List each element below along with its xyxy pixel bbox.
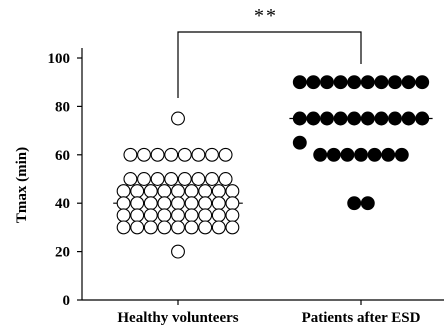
data-point-filled	[333, 75, 348, 90]
data-point-open	[225, 184, 240, 199]
data-point-filled	[367, 147, 382, 162]
data-point-open	[211, 208, 226, 223]
data-point-filled	[306, 111, 321, 126]
data-point-open	[171, 111, 185, 126]
data-point-open	[171, 196, 185, 211]
data-point-open	[116, 208, 131, 223]
data-point-open	[218, 147, 233, 162]
y-tick-label: 0	[63, 293, 71, 309]
data-point-open	[143, 220, 158, 235]
data-point-open	[211, 220, 226, 235]
data-point-open	[130, 220, 145, 235]
data-point-open	[116, 184, 131, 199]
data-point-open	[218, 172, 233, 186]
data-point-open	[211, 196, 226, 211]
data-point-filled	[360, 196, 375, 211]
data-point-open	[184, 208, 199, 223]
data-point-open	[184, 196, 199, 211]
data-point-open	[171, 208, 185, 223]
data-point-open	[143, 196, 158, 211]
data-point-open	[198, 208, 213, 223]
data-point-filled	[415, 75, 430, 90]
data-point-filled	[347, 111, 362, 126]
data-point-open	[184, 220, 199, 235]
y-tick-label: 80	[55, 99, 70, 115]
data-point-open	[225, 220, 240, 235]
data-point-filled	[374, 111, 389, 126]
data-point-filled	[326, 147, 341, 162]
data-point-open	[198, 220, 213, 235]
data-point-open	[164, 147, 179, 162]
data-point-filled	[347, 196, 362, 211]
data-point-open	[123, 172, 138, 186]
x-category-label-esd: Patients after ESD	[302, 310, 421, 326]
data-point-open	[211, 184, 226, 199]
data-point-open	[130, 184, 145, 199]
data-point-filled	[388, 75, 402, 90]
data-point-open	[171, 244, 185, 259]
data-point-filled	[292, 135, 307, 150]
data-point-open	[177, 172, 192, 186]
data-point-open	[150, 172, 165, 186]
data-point-open	[171, 184, 185, 199]
data-point-open	[177, 147, 192, 162]
data-point-filled	[306, 75, 321, 90]
data-point-open	[225, 208, 240, 223]
y-tick-label: 100	[48, 51, 71, 67]
data-point-open	[157, 220, 172, 235]
data-point-filled	[415, 111, 430, 126]
data-point-open	[150, 147, 165, 162]
data-point-open	[157, 196, 172, 211]
data-point-open	[116, 196, 131, 211]
x-category-label-healthy: Healthy volunteers	[117, 310, 238, 326]
data-point-filled	[292, 75, 307, 90]
data-point-open	[157, 208, 172, 223]
data-point-open	[191, 172, 206, 186]
data-point-filled	[401, 75, 416, 90]
data-point-filled	[401, 111, 416, 126]
data-point-open	[205, 147, 219, 162]
data-point-open	[143, 184, 158, 199]
data-point-open	[198, 184, 213, 199]
data-point-filled	[394, 147, 409, 162]
data-point-open	[130, 208, 145, 223]
data-point-open	[164, 172, 179, 186]
data-point-filled	[381, 147, 396, 162]
data-point-open	[116, 220, 131, 235]
significance-marker: **	[254, 5, 278, 27]
data-point-open	[123, 147, 138, 162]
y-axis-label: Tmax (min)	[14, 147, 30, 223]
data-point-filled	[320, 111, 334, 126]
data-point-filled	[374, 75, 389, 90]
data-point-open	[137, 172, 151, 186]
data-point-filled	[360, 111, 375, 126]
y-tick-label: 40	[55, 196, 70, 212]
data-point-filled	[333, 111, 348, 126]
y-tick-label: 20	[55, 245, 70, 261]
data-point-filled	[360, 75, 375, 90]
data-point-open	[143, 208, 158, 223]
data-point-filled	[347, 75, 362, 90]
data-point-open	[191, 147, 206, 162]
data-point-filled	[292, 111, 307, 126]
data-point-open	[130, 196, 145, 211]
data-point-open	[184, 184, 199, 199]
data-point-filled	[388, 111, 402, 126]
data-point-open	[157, 184, 172, 199]
data-point-filled	[340, 147, 355, 162]
y-tick-label: 60	[55, 148, 70, 164]
data-point-open	[205, 172, 219, 186]
data-point-open	[225, 196, 240, 211]
data-point-open	[137, 147, 151, 162]
significance-bracket	[177, 31, 362, 98]
data-point-filled	[313, 147, 328, 162]
data-point-open	[198, 196, 213, 211]
data-point-filled	[354, 147, 368, 162]
data-point-filled	[320, 75, 334, 90]
data-point-open	[171, 220, 185, 235]
